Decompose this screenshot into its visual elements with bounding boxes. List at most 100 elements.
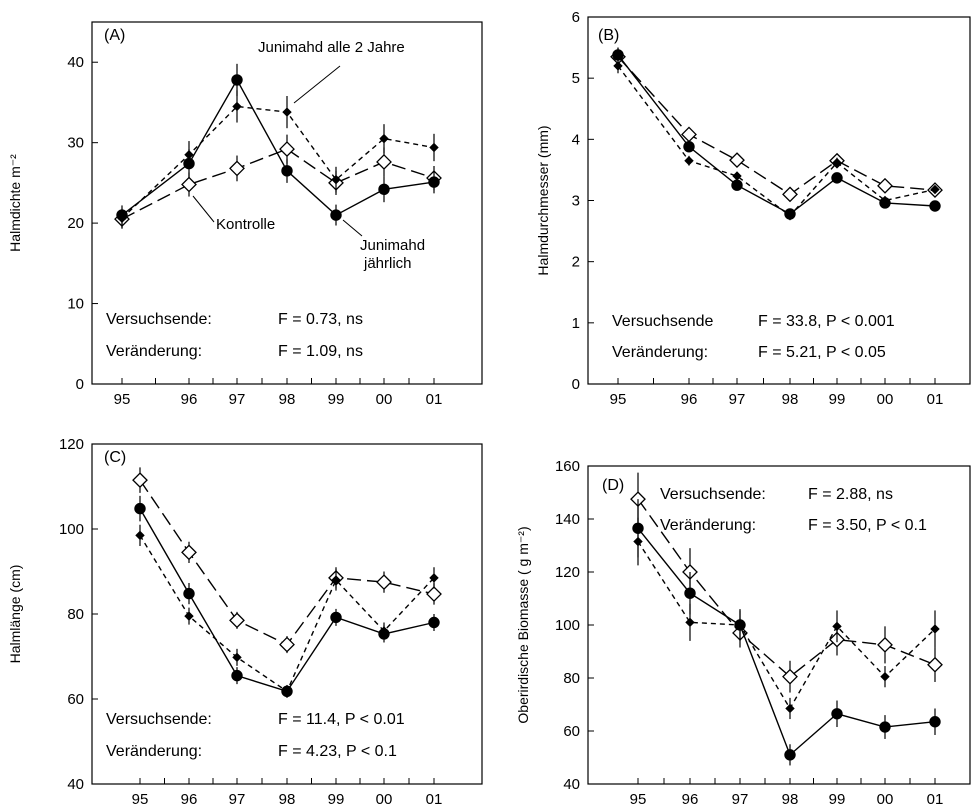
data-point-filled-circle [632, 522, 644, 534]
data-point-filled-circle [428, 176, 440, 188]
data-point-filled-circle [428, 616, 440, 629]
data-point-filled-circle [378, 628, 390, 640]
data-point-open-diamond [729, 152, 745, 169]
data-point-small-diamond [684, 156, 694, 166]
data-point-small-diamond [429, 573, 439, 583]
x-tick-label: 01 [927, 391, 944, 408]
data-point-filled-circle [378, 183, 390, 196]
x-tick-label: 00 [376, 791, 393, 805]
y-tick-label: 80 [563, 670, 580, 687]
data-point-open-diamond [927, 656, 943, 673]
data-point-filled-circle [929, 200, 941, 212]
x-tick-label: 95 [132, 791, 149, 805]
y-tick-label: 6 [572, 9, 580, 26]
x-tick-label: 99 [829, 391, 846, 408]
y-axis-label: Halmdurchmesser (mm) [535, 125, 551, 275]
data-point-filled-circle [116, 209, 128, 221]
data-point-small-diamond [685, 617, 695, 628]
data-point-open-diamond [132, 472, 148, 489]
stat-value: F = 2.88, ns [808, 486, 893, 503]
data-point-filled-circle [330, 611, 342, 624]
y-tick-label: 1 [572, 315, 580, 332]
stat-label: Veränderung: [106, 343, 202, 360]
x-tick-label: 01 [426, 391, 443, 408]
data-point-small-diamond [613, 61, 623, 71]
y-tick-label: 40 [563, 776, 580, 793]
data-point-filled-circle [879, 721, 891, 733]
data-point-filled-circle [612, 49, 624, 61]
data-point-open-diamond [229, 160, 245, 177]
x-tick-label: 96 [181, 391, 198, 408]
chart-panel-3: 40 60 80 100 120 95 96 97 98 99 00 01 Halmlänge (cm)… [7, 436, 483, 805]
stat-label: Versuchsende [612, 313, 714, 330]
series-line-open-diamond [139, 479, 435, 646]
callout-leader [342, 219, 363, 237]
data-point-small-diamond [930, 624, 940, 634]
stat-value: F = 1.09, ns [278, 343, 363, 360]
x-tick-label: 97 [729, 391, 746, 408]
stat-value: F = 5.21, P < 0.05 [758, 344, 886, 361]
data-point-open-diamond [279, 141, 295, 158]
data-point-open-diamond [782, 186, 798, 203]
y-tick-label: 4 [572, 131, 580, 148]
data-point-open-diamond [877, 177, 893, 194]
data-point-filled-circle [734, 619, 746, 631]
y-tick-label: 0 [76, 376, 84, 393]
stat-label: Veränderung: [106, 743, 202, 760]
y-tick-label: 100 [555, 617, 580, 634]
data-point-filled-circle [831, 708, 843, 720]
panel-label: (C) [104, 449, 126, 466]
y-tick-label: 100 [59, 521, 84, 538]
y-tick-label: 140 [555, 511, 580, 528]
x-tick-label: 95 [610, 391, 627, 408]
data-point-small-diamond [880, 671, 890, 682]
x-tick-label: 00 [877, 791, 894, 805]
data-point-filled-circle [330, 209, 342, 221]
x-tick-label: 00 [376, 391, 393, 408]
callout-leader [293, 65, 341, 104]
x-tick-label: 95 [630, 791, 647, 805]
y-tick-label: 160 [555, 458, 580, 475]
y-axis-label: Halmlänge (cm) [7, 565, 23, 664]
data-point-small-diamond [331, 575, 341, 585]
y-tick-label: 3 [572, 193, 580, 210]
data-point-small-diamond [282, 107, 292, 117]
data-point-filled-circle [684, 587, 696, 599]
y-tick-label: 5 [572, 70, 580, 87]
x-tick-label: 97 [229, 791, 246, 805]
callout-jaehrlich: jährlich [363, 255, 412, 272]
x-tick-label: 01 [426, 791, 443, 805]
data-point-small-diamond [232, 101, 242, 112]
panel-label: (D) [602, 477, 624, 494]
stat-value: F = 11.4, P < 0.01 [278, 711, 405, 728]
x-tick-label: 98 [782, 791, 799, 805]
data-point-filled-circle [183, 587, 195, 600]
data-point-small-diamond [184, 611, 194, 621]
callout-junimahd-alle-2-jahre: Junimahd alle 2 Jahre [258, 39, 405, 56]
panel-label: (B) [598, 27, 619, 44]
x-tick-label: 96 [181, 791, 198, 805]
data-point-open-diamond [181, 544, 197, 561]
plot-frame [91, 21, 483, 385]
data-point-filled-circle [183, 157, 195, 170]
y-tick-label: 2 [572, 254, 580, 271]
data-point-open-diamond [782, 668, 798, 685]
y-tick-label: 40 [67, 776, 84, 793]
data-point-open-diamond [376, 154, 392, 170]
data-point-open-diamond [376, 574, 392, 591]
callout-leader [192, 195, 215, 223]
data-point-filled-circle [731, 179, 743, 191]
plot-frame [587, 465, 971, 785]
data-point-open-diamond [877, 636, 893, 653]
data-point-small-diamond [379, 133, 389, 144]
x-tick-label: 99 [328, 391, 345, 408]
data-point-small-diamond [429, 142, 439, 153]
data-point-filled-circle [784, 208, 796, 220]
data-point-open-diamond [229, 612, 245, 629]
stat-label: Versuchsende: [660, 486, 766, 503]
y-axis-label: Oberirdische Biomasse ( g m⁻²) [515, 526, 531, 723]
data-point-small-diamond [232, 652, 242, 663]
y-tick-label: 60 [67, 691, 84, 708]
series-line-small-diamond [617, 65, 936, 217]
